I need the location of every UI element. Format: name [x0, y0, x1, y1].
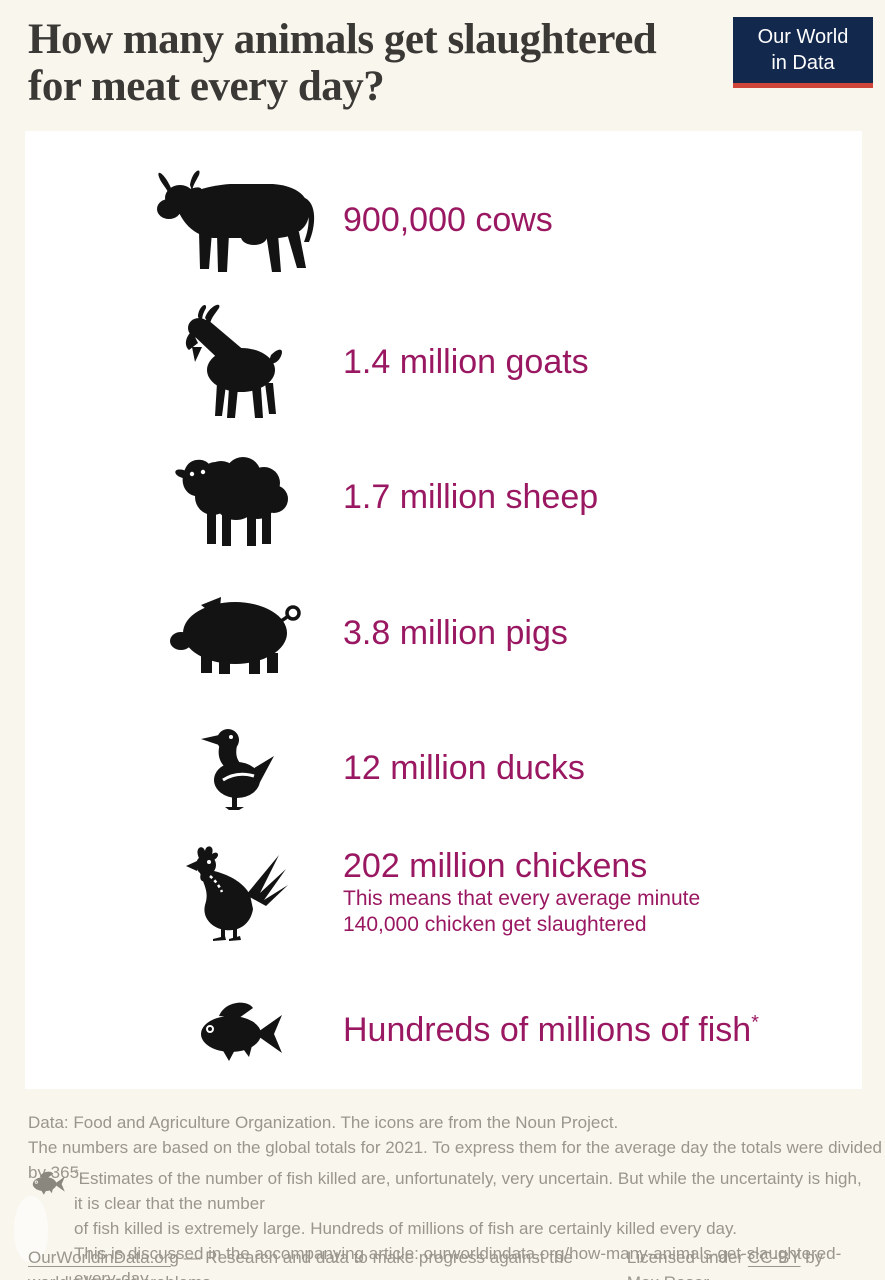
logo-line-2: in Data — [771, 52, 835, 74]
goats-count-label: 1.4 million goats — [343, 343, 589, 381]
site-tagline: OurWorldinData.org — Research and data t… — [28, 1248, 573, 1280]
watermark-blob — [14, 1196, 48, 1262]
header: How many animals get slaughtered for mea… — [0, 0, 885, 131]
chickens-note-line-1: This means that every average minute — [343, 887, 701, 910]
cow-icon — [156, 170, 314, 272]
footnote-line-1: *Estimates of the number of fish killed … — [74, 1166, 862, 1213]
pigs-count-label: 3.8 million pigs — [343, 614, 568, 652]
fish-asterisk: * — [751, 1011, 759, 1034]
title-line-2: for meat every day? — [28, 63, 385, 110]
fish-footnote: *Estimates of the number of fish killed … — [28, 1166, 865, 1280]
animal-row-fish: Hundreds of millions of fish* — [25, 998, 862, 1062]
site-link[interactable]: OurWorldinData.org — [28, 1248, 179, 1267]
chickens-note-line-2: 140,000 chicken get slaughtered — [343, 913, 647, 936]
chickens-count-label: 202 million chickens — [343, 847, 648, 885]
animal-row-cows: 900,000 cows — [25, 164, 862, 276]
logo-line-1: Our World — [757, 26, 849, 48]
fish-icon — [201, 1002, 282, 1061]
title-line-1: How many animals get slaughtered — [28, 16, 657, 63]
cows-count-label: 900,000 cows — [343, 201, 553, 239]
sheep-count-label: 1.7 million sheep — [343, 478, 599, 516]
animal-row-chickens: 202 million chickens This means that eve… — [25, 837, 862, 947]
sheep-icon — [175, 457, 288, 546]
ducks-count-label: 12 million ducks — [343, 749, 585, 787]
fish-icon — [32, 1171, 65, 1195]
bottom-bar: OurWorldinData.org — Research and data t… — [28, 1245, 857, 1280]
license-text: Licensed under CC-BY by Max Roser — [626, 1248, 824, 1280]
chart-card: 900,000 cows — [25, 131, 862, 1089]
pig-icon — [170, 597, 301, 674]
animal-row-pigs: 3.8 million pigs — [25, 590, 862, 676]
footnote-line-3: This is discussed in the accompanying ar… — [74, 1244, 842, 1280]
animal-row-ducks: 12 million ducks — [25, 726, 862, 810]
owid-logo[interactable]: Our World in Data — [733, 17, 873, 88]
license-link[interactable]: CC-BY — [747, 1248, 801, 1267]
animal-row-goats: 1.4 million goats — [25, 303, 862, 421]
fish-count-label: Hundreds of millions of fish* — [343, 1011, 759, 1049]
footnote-line-2: of fish killed is extremely large. Hundr… — [74, 1219, 737, 1238]
page-title: How many animals get slaughtered for mea… — [28, 16, 657, 110]
goat-icon — [185, 304, 282, 418]
chicken-icon — [186, 846, 288, 941]
source-line-1: Data: Food and Agriculture Organization.… — [28, 1113, 619, 1132]
animal-row-sheep: 1.7 million sheep — [25, 447, 862, 547]
duck-icon — [201, 729, 274, 810]
